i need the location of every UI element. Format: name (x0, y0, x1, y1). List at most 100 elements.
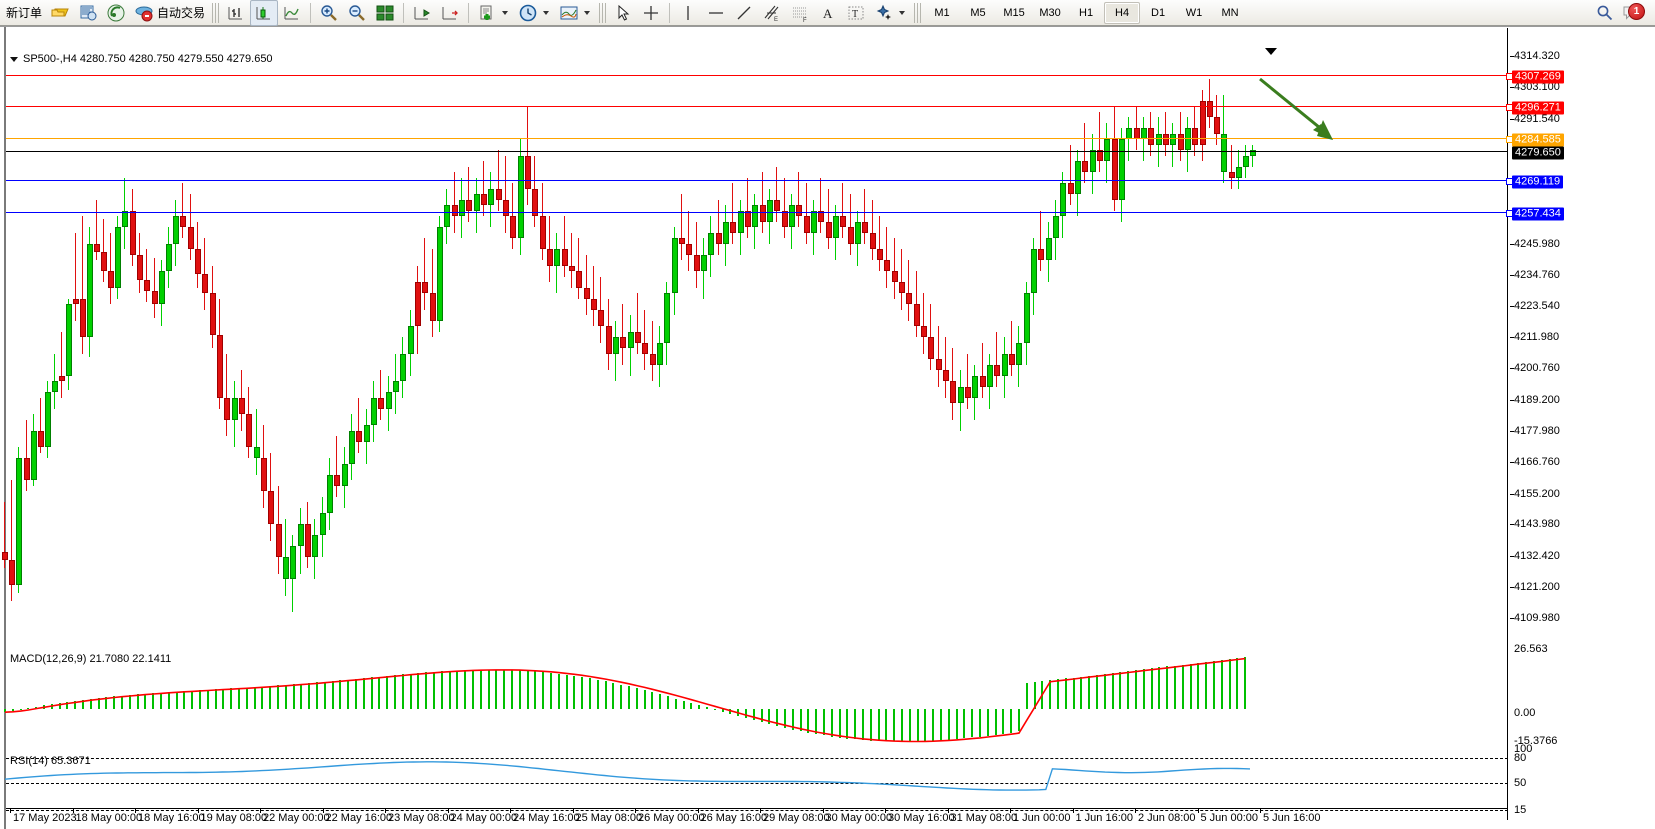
candlestick-chart-button[interactable] (250, 0, 279, 26)
search-icon (1597, 5, 1613, 20)
autotrading-button[interactable]: 自动交易 (130, 0, 209, 26)
chevron-down-icon-2[interactable] (543, 10, 550, 15)
chevron-down-icon[interactable] (502, 10, 509, 15)
search-button[interactable] (1591, 0, 1619, 26)
timeframe-h4[interactable]: H4 (1104, 1, 1141, 24)
tile-windows-button[interactable] (371, 0, 399, 26)
candlestick (664, 282, 670, 365)
macd-histogram-bar (503, 669, 506, 709)
vline-button[interactable] (674, 0, 702, 26)
price-level-line[interactable] (6, 135, 1513, 143)
macd-histogram-bar (721, 709, 724, 712)
price-level-tag[interactable]: 4257.434 (1512, 207, 1564, 221)
zoom-out-button[interactable] (343, 0, 371, 26)
chart-area[interactable]: SP500-,H4 4280.750 4280.750 4279.550 427… (0, 26, 1655, 829)
zoom-in-button[interactable] (315, 0, 343, 26)
price-level-tag[interactable]: 4296.271 (1512, 101, 1564, 115)
chart-dropdown-icon[interactable] (10, 56, 18, 62)
timeframe-w1[interactable]: W1 (1185, 6, 1203, 19)
price-level-line[interactable] (6, 151, 1508, 153)
candle-body (356, 430, 362, 442)
timeframe-m30[interactable]: M30 (1039, 6, 1061, 19)
fibonacci-button[interactable]: F (786, 0, 814, 26)
price-level-tag[interactable]: 4269.119 (1512, 175, 1564, 189)
candlestick (87, 227, 93, 357)
autoscroll-button[interactable] (436, 0, 464, 26)
last-price-tag[interactable]: 4279.650 (1512, 146, 1564, 160)
price-level-line[interactable] (6, 210, 1513, 218)
price-scale[interactable]: 4314.320 4303.100 4291.540 4245.980 4234.760… (1507, 28, 1655, 820)
candle-wick (996, 331, 997, 387)
price-level-tag[interactable]: 4307.269 (1512, 70, 1564, 84)
level-drag-handle[interactable] (1506, 73, 1513, 81)
macd-histogram-bar (11, 709, 14, 711)
candle-wick (982, 342, 983, 398)
timeframe-m1[interactable]: M1 (934, 6, 950, 19)
crosshair-button[interactable] (637, 0, 665, 26)
trendline-button[interactable] (730, 0, 758, 26)
level-drag-handle[interactable] (1506, 178, 1513, 186)
equidistant-channel-button[interactable]: E (758, 0, 786, 26)
candle-wick (11, 480, 12, 602)
macd-histogram-bar (729, 709, 732, 715)
candlestick (716, 199, 722, 255)
macd-histogram-bar (448, 670, 451, 709)
period-button[interactable] (514, 0, 555, 26)
chevron-down-icon-4[interactable] (899, 10, 906, 15)
candlestick (569, 232, 575, 288)
time-tick (760, 809, 761, 813)
cursor-button[interactable] (609, 0, 637, 26)
candle-body (94, 243, 100, 253)
candlestick (320, 496, 326, 558)
candlestick (1243, 144, 1249, 178)
candlestick (1104, 122, 1110, 184)
bearish-arrow-annotation[interactable] (1255, 74, 1355, 154)
timeframe-m5[interactable]: M5 (970, 6, 986, 19)
shift-chart-button[interactable] (408, 0, 436, 26)
new-indicator-button[interactable] (473, 0, 514, 26)
toolbar-grip[interactable] (212, 2, 220, 23)
price-level-line[interactable] (6, 103, 1513, 111)
level-drag-handle[interactable] (1506, 103, 1513, 111)
candlestick (474, 177, 480, 233)
timeframe-m15[interactable]: M15 (1003, 6, 1025, 19)
candle-body (554, 249, 560, 266)
macd-histogram-bar (971, 709, 974, 738)
candle-body (342, 463, 348, 486)
templates-button[interactable] (555, 0, 596, 26)
text-label-button[interactable]: T (842, 0, 870, 26)
objects-button[interactable] (870, 0, 911, 26)
text-button[interactable]: A (814, 0, 842, 26)
chevron-down-icon-3[interactable] (584, 10, 591, 15)
toolbar-grip-2[interactable] (599, 2, 607, 23)
timeframe-h1[interactable]: H1 (1079, 6, 1094, 19)
print-preview-button[interactable] (74, 0, 102, 26)
signal-button[interactable] (102, 0, 130, 26)
candle-body (66, 304, 72, 376)
candle-body (239, 397, 245, 415)
price-tick: 4121.200 (1510, 581, 1560, 593)
macd-histogram-bar (74, 700, 77, 709)
macd-histogram-bar (565, 674, 568, 709)
candle-body (1016, 342, 1022, 365)
line-chart-button[interactable] (278, 0, 306, 26)
timeframe-d1[interactable]: D1 (1151, 6, 1166, 19)
price-level-line[interactable] (6, 73, 1513, 81)
price-level-tag[interactable]: 4284.585 (1512, 133, 1564, 147)
candle-body (188, 227, 194, 250)
level-drag-handle[interactable] (1506, 210, 1513, 218)
candlestick (965, 353, 971, 409)
folder-icon-button[interactable] (46, 0, 74, 26)
toolbar-grip-3[interactable] (914, 2, 922, 23)
bar-chart-button[interactable] (222, 0, 250, 26)
hline-button[interactable] (702, 0, 730, 26)
timeframe-mn[interactable]: MN (1221, 6, 1239, 19)
macd-histogram-bar (745, 709, 747, 719)
candlestick (606, 298, 612, 371)
level-drag-handle[interactable] (1506, 135, 1513, 143)
price-pane[interactable] (0, 26, 1655, 617)
notifications-button[interactable]: 1 (1621, 2, 1647, 24)
macd-histogram-bar (199, 690, 201, 709)
price-level-line[interactable] (6, 178, 1513, 186)
new-order-button[interactable]: 新订单 (2, 0, 46, 26)
